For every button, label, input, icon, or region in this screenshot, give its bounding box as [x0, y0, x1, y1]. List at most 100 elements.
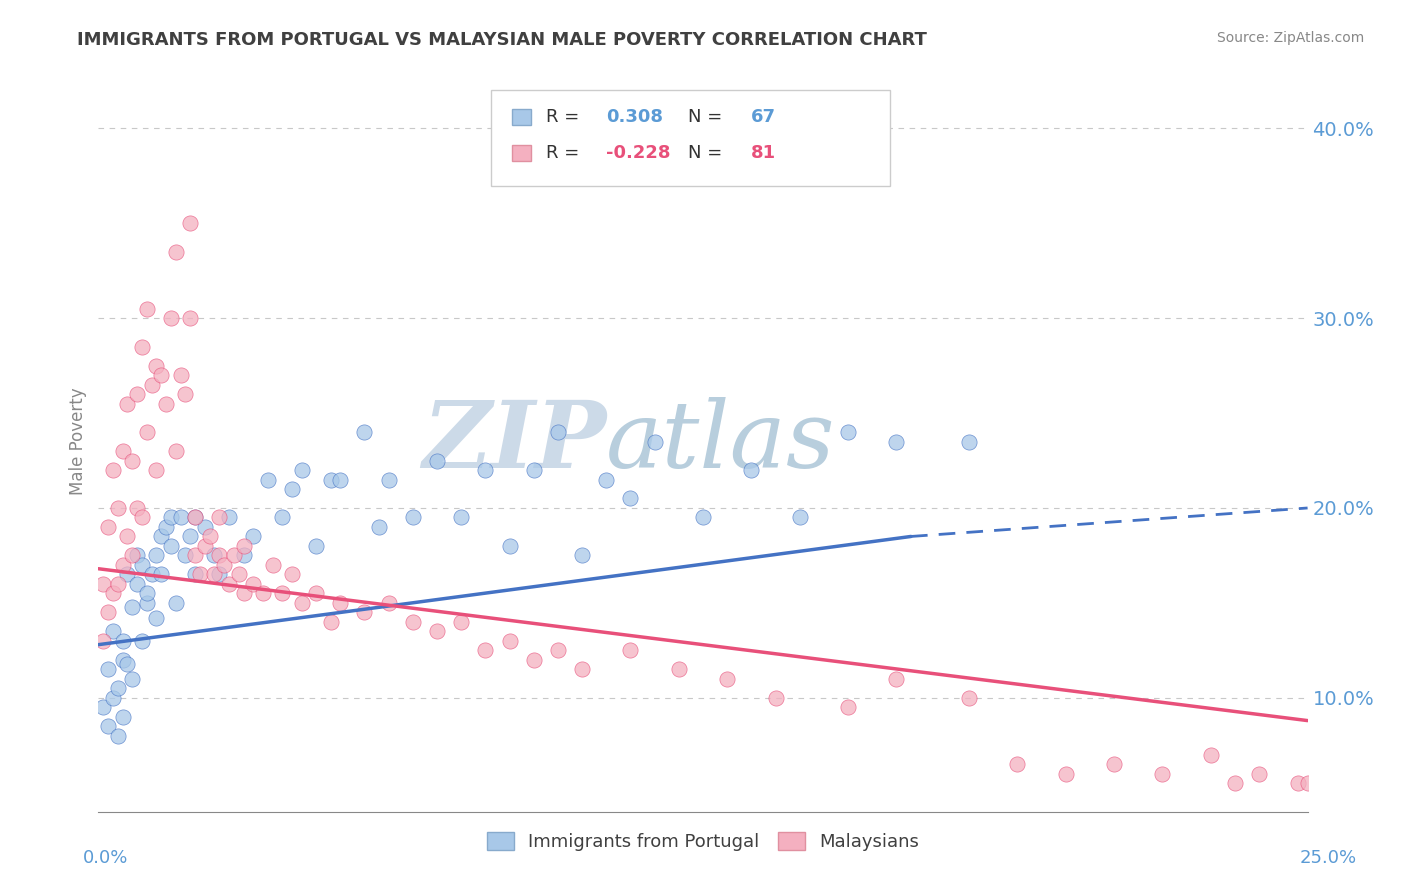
Point	[402, 615, 425, 629]
Point	[117, 529, 139, 543]
Point	[165, 444, 187, 458]
Point	[426, 624, 449, 639]
Point	[111, 633, 134, 648]
Point	[121, 453, 143, 467]
Point	[212, 558, 235, 572]
Point	[135, 301, 157, 316]
Point	[474, 643, 496, 657]
Point	[1223, 776, 1246, 790]
Point	[353, 425, 375, 439]
Point	[716, 672, 738, 686]
Point	[150, 368, 173, 383]
Y-axis label: Male Poverty: Male Poverty	[69, 388, 87, 495]
Point	[426, 453, 449, 467]
Point	[145, 359, 167, 373]
Point	[1249, 766, 1271, 780]
Legend: Immigrants from Portugal, Malaysians: Immigrants from Portugal, Malaysians	[479, 824, 927, 858]
Point	[692, 510, 714, 524]
Point	[474, 463, 496, 477]
Point	[97, 606, 120, 620]
Point	[101, 586, 124, 600]
Point	[305, 539, 328, 553]
Point	[135, 596, 157, 610]
Point	[1152, 766, 1174, 780]
Point	[150, 529, 173, 543]
Point	[127, 387, 149, 401]
Point	[145, 611, 167, 625]
Point	[256, 473, 278, 487]
Point	[208, 510, 231, 524]
Point	[204, 567, 226, 582]
Point	[91, 700, 114, 714]
Text: 25.0%: 25.0%	[1301, 849, 1357, 867]
Point	[523, 463, 546, 477]
Point	[208, 567, 231, 582]
Point	[886, 434, 908, 449]
Point	[450, 510, 472, 524]
Point	[165, 596, 187, 610]
Point	[218, 510, 240, 524]
Point	[353, 606, 375, 620]
Point	[174, 549, 197, 563]
Point	[644, 434, 666, 449]
Point	[107, 729, 129, 743]
Point	[668, 662, 690, 676]
Point	[957, 690, 980, 705]
Point	[377, 596, 399, 610]
Text: N =: N =	[689, 144, 728, 161]
Point	[1296, 776, 1319, 790]
Point	[107, 681, 129, 696]
Point	[498, 539, 520, 553]
Point	[127, 549, 149, 563]
Point	[179, 529, 201, 543]
Point	[101, 463, 124, 477]
Point	[121, 672, 143, 686]
Point	[242, 577, 264, 591]
Point	[232, 539, 254, 553]
Point	[145, 463, 167, 477]
Point	[329, 596, 352, 610]
Point	[271, 586, 294, 600]
Point	[107, 500, 129, 515]
Point	[547, 643, 569, 657]
Point	[262, 558, 284, 572]
Text: IMMIGRANTS FROM PORTUGAL VS MALAYSIAN MALE POVERTY CORRELATION CHART: IMMIGRANTS FROM PORTUGAL VS MALAYSIAN MA…	[77, 31, 927, 49]
Point	[184, 549, 207, 563]
Point	[97, 662, 120, 676]
Point	[184, 510, 207, 524]
Point	[1286, 776, 1309, 790]
Point	[765, 690, 787, 705]
Point	[218, 577, 240, 591]
Point	[169, 510, 191, 524]
Point	[155, 396, 177, 410]
Point	[789, 510, 811, 524]
Point	[837, 425, 859, 439]
FancyBboxPatch shape	[512, 109, 530, 126]
Point	[377, 473, 399, 487]
Point	[290, 463, 312, 477]
Point	[135, 586, 157, 600]
Point	[101, 624, 124, 639]
Point	[97, 520, 120, 534]
Point	[194, 539, 217, 553]
Point	[131, 510, 153, 524]
Point	[222, 549, 245, 563]
Point	[450, 615, 472, 629]
Point	[150, 567, 173, 582]
Point	[141, 567, 163, 582]
Point	[281, 567, 304, 582]
Point	[198, 529, 221, 543]
Point	[188, 567, 211, 582]
Text: 67: 67	[751, 108, 776, 127]
Text: 81: 81	[751, 144, 776, 161]
Point	[117, 396, 139, 410]
Point	[107, 577, 129, 591]
Point	[1102, 757, 1125, 772]
Point	[228, 567, 250, 582]
Point	[571, 662, 593, 676]
Point	[131, 340, 153, 354]
Point	[179, 311, 201, 326]
Point	[271, 510, 294, 524]
Point	[252, 586, 274, 600]
Point	[319, 473, 342, 487]
